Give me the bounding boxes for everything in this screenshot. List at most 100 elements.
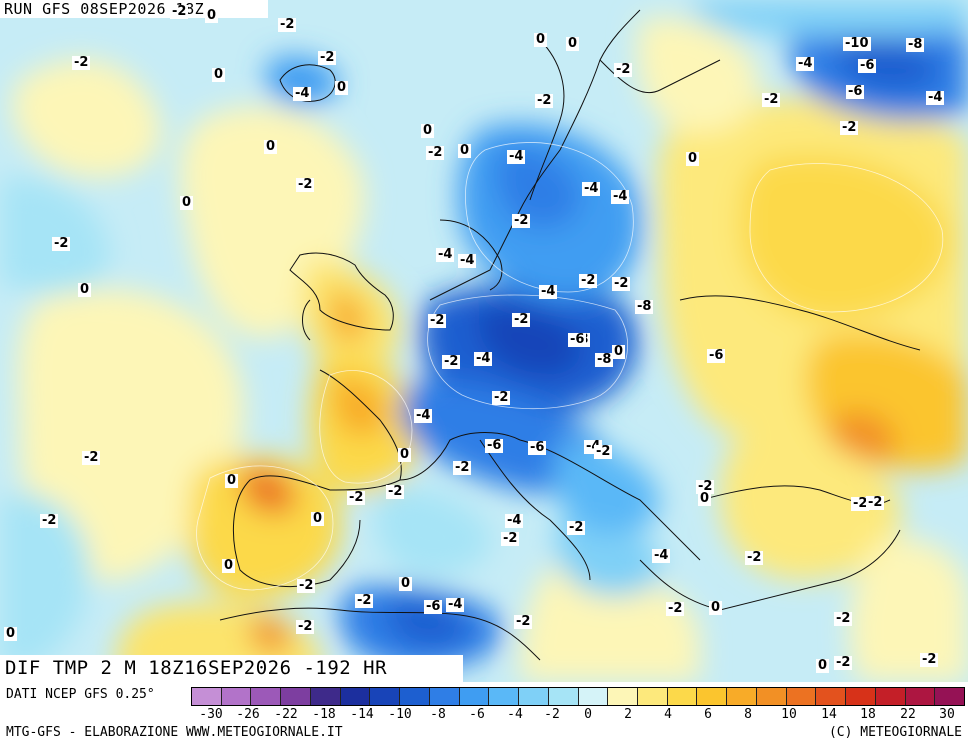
map-value-label: -4 [505,513,524,528]
map-value-label: -4 [446,597,465,612]
color-swatch [548,688,579,705]
color-scale-ticks: -30 -26 -22 -18 -14 -10 -8 -6 -4 -2 0 2 4 6 8 10 14 18 22 3… [191,707,965,723]
map-value-label: -2 [567,520,586,535]
map-value-label: -2 [851,496,870,511]
scale-tick-label: -4 [507,707,523,722]
color-swatch [667,688,698,705]
map-value-label: -6 [485,438,504,453]
scale-tick-label: -2 [544,707,560,722]
map-value-label: 0 [222,558,236,573]
isolines [196,142,944,591]
map-value-label: -4 [539,284,558,299]
map-value-label: -8 [635,299,654,314]
scale-tick-label: -6 [469,707,485,722]
map-value-label: 0 [399,576,413,591]
color-swatch [578,688,609,705]
scale-tick-label: 30 [939,707,955,722]
color-swatch [310,688,341,705]
map-value-label: -2 [535,93,554,108]
map-value-label: -2 [762,92,781,107]
map-value-label: -6 [424,599,443,614]
color-swatch [281,688,311,705]
map-value-label: -2 [278,17,297,32]
map-value-label: -2 [82,450,101,465]
map-value-label: 0 [612,344,626,359]
map-value-label: -2 [355,593,374,608]
map-value-label: -2 [52,236,71,251]
color-swatch [429,688,460,705]
map-value-label: -2 [40,513,59,528]
map-value-label: -6 [528,440,547,455]
map-value-label: 0 [709,600,723,615]
map-value-label: 0 [311,511,325,526]
map-value-label: -2 [614,62,633,77]
map-title: DIF TMP 2 M 18Z16SEP2026 -192 HR [0,655,463,682]
source-label: DATI NCEP GFS 0.25° [6,687,155,702]
color-swatch [935,688,965,705]
scale-tick-label: -10 [388,707,412,722]
copyright-label: (C) METEOGIORNALE [828,725,962,740]
map-value-label: -2 [170,4,189,19]
color-swatch [489,688,520,705]
scale-tick-label: -30 [199,707,223,722]
temperature-anomaly-map: RUN GFS 08SEP2026 18Z DIF TMP 2 M 18Z16S… [0,0,968,682]
map-value-label: 0 [686,151,700,166]
map-value-label: 0 [534,32,548,47]
color-swatch [786,688,817,705]
map-value-label: 0 [398,447,412,462]
map-value-label: -8 [595,352,614,367]
color-swatch [400,688,430,705]
map-value-label: -2 [834,655,853,670]
map-value-label: -2 [745,550,764,565]
map-value-label: -2 [920,652,939,667]
color-swatch [846,688,876,705]
map-value-label: -2 [666,601,685,616]
map-value-label: -4 [611,189,630,204]
scale-tick-label: -14 [350,707,374,722]
scale-tick-label: -22 [274,707,298,722]
map-value-label: -4 [796,56,815,71]
map-value-label: -2 [512,213,531,228]
map-value-label: -2 [512,312,531,327]
map-value-label: -4 [474,351,493,366]
scale-tick-label: 4 [664,707,672,722]
map-value-label: -8 [906,37,925,52]
scale-tick-label: 18 [860,707,876,722]
map-value-label: 0 [816,658,830,673]
map-value-label: -2 [72,55,91,70]
color-swatch [905,688,936,705]
map-value-label: -2 [296,619,315,634]
color-swatch [697,688,728,705]
map-value-label: 0 [78,282,92,297]
map-value-label: -2 [492,390,511,405]
scale-tick-label: 14 [821,707,837,722]
map-value-label: -4 [414,408,433,423]
map-value-label: -2 [426,145,445,160]
map-value-label: 0 [566,36,580,51]
map-value-label: -2 [834,611,853,626]
credit-label: MTG-GFS - ELABORAZIONE WWW.METEOGIORNALE… [6,725,343,740]
color-swatch [727,688,757,705]
map-value-label: -2 [318,50,337,65]
color-swatch [816,688,847,705]
map-value-label: -4 [926,90,945,105]
run-label: RUN GFS 08SEP2026 18Z [0,0,268,18]
color-swatch [608,688,639,705]
scale-tick-label: -18 [312,707,336,722]
scale-tick-label: 8 [744,707,752,722]
map-value-label: -2 [442,354,461,369]
map-value-label: 0 [264,139,278,154]
map-value-label: -4 [293,86,312,101]
map-value-label: -10 [843,36,871,51]
map-value-label: 0 [225,473,239,488]
color-swatch [340,688,371,705]
map-value-label: -2 [594,444,613,459]
map-value-label: 0 [4,626,18,641]
map-value-label: -4 [582,181,601,196]
map-value-label: -2 [386,484,405,499]
map-value-label: 0 [205,8,219,23]
map-value-label: -4 [507,149,526,164]
map-value-label: -6 [858,58,877,73]
scale-tick-label: -26 [236,707,260,722]
map-value-label: 0 [180,195,194,210]
